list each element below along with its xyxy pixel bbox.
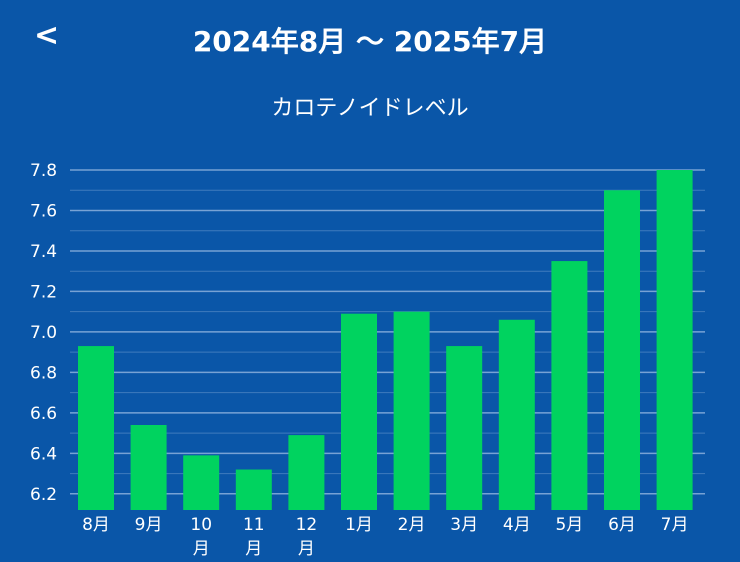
bar [341, 313, 377, 510]
y-tick-label: 7.8 [30, 161, 57, 181]
y-tick-label: 6.8 [30, 363, 57, 383]
x-tick-label: 月 [245, 539, 262, 559]
x-tick-label: 8月 [82, 515, 110, 535]
x-tick-label: 3月 [450, 515, 478, 535]
bar [235, 469, 272, 510]
bar [656, 170, 693, 510]
x-tick-label: 10 [190, 515, 212, 535]
bar [551, 261, 588, 510]
y-tick-label: 6.4 [30, 444, 57, 464]
back-button[interactable]: < [34, 18, 60, 53]
period-title: 2024年8月 〜 2025年7月 [192, 25, 548, 58]
x-tick-label: 11 [243, 515, 265, 535]
bar [183, 455, 220, 510]
x-tick-label: 月 [298, 539, 315, 559]
chart-title: カロテノイドレベル [271, 96, 469, 121]
y-tick-label: 7.6 [30, 201, 57, 221]
x-tick-label: 月 [193, 539, 210, 559]
x-tick-label: 4月 [503, 515, 531, 535]
y-tick-label: 7.2 [30, 282, 57, 302]
header: < 2024年8月 〜 2025年7月 [0, 0, 740, 80]
bar [288, 435, 325, 510]
y-tick-label: 7.0 [30, 323, 57, 343]
bar [498, 319, 535, 510]
y-tick-label: 6.2 [30, 485, 57, 505]
bar [446, 346, 483, 510]
x-tick-label: 7月 [661, 515, 689, 535]
x-tick-label: 5月 [555, 515, 583, 535]
y-tick-label: 7.4 [30, 242, 57, 262]
x-tick-label: 2月 [398, 515, 426, 535]
bar [393, 311, 430, 510]
bar [604, 190, 640, 510]
y-tick-label: 6.6 [30, 404, 57, 424]
x-tick-label: 1月 [345, 515, 373, 535]
x-tick-label: 6月 [608, 515, 636, 535]
x-tick-label: 9月 [135, 515, 163, 535]
bar [130, 425, 167, 510]
x-tick-label: 12 [296, 515, 318, 535]
bar [78, 346, 114, 510]
